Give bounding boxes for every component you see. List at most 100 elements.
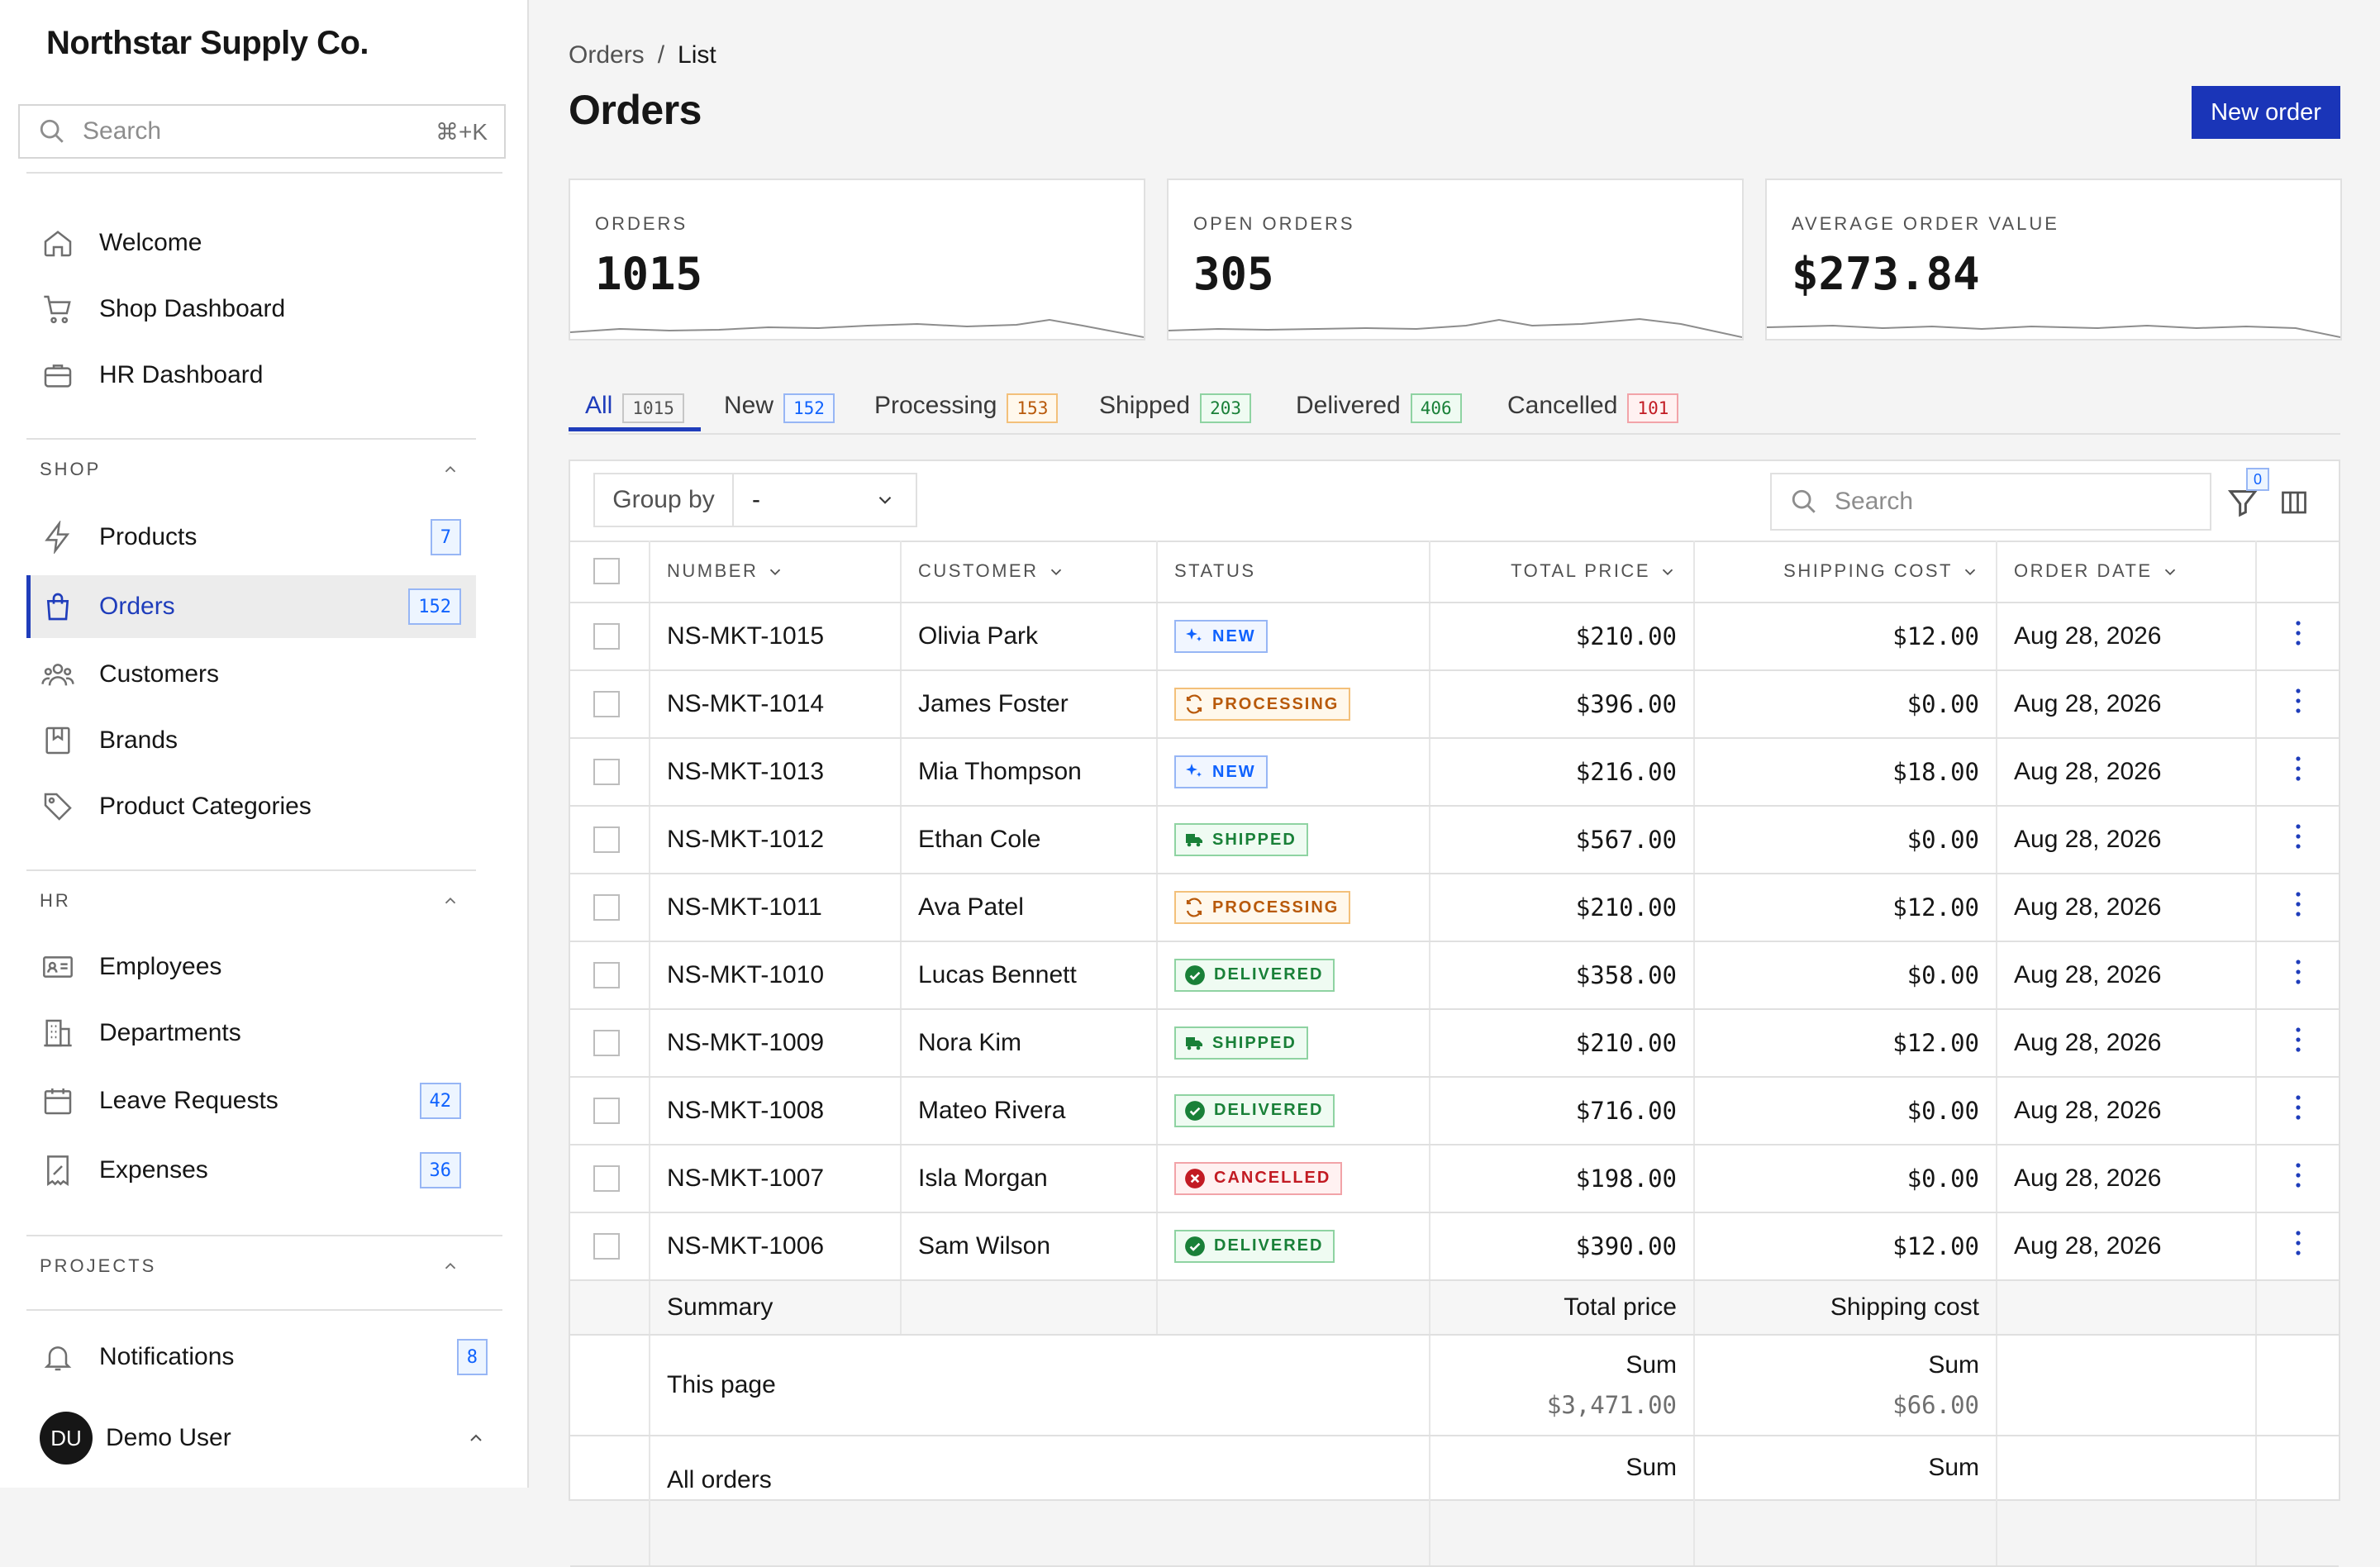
more-vertical-icon[interactable] — [2294, 1026, 2302, 1054]
order-number[interactable]: NS-MKT-1011 — [650, 874, 902, 942]
sidebar-item-orders[interactable]: Orders 152 — [26, 575, 476, 638]
column-header-customer[interactable]: CUSTOMER — [901, 541, 1158, 603]
row-actions-cell — [2256, 603, 2339, 671]
tab-processing[interactable]: Processing 153 — [874, 380, 1059, 431]
section-shop-header[interactable]: SHOP — [40, 453, 459, 486]
order-number[interactable]: NS-MKT-1014 — [650, 670, 902, 739]
sidebar-item-customers[interactable]: Customers — [26, 643, 476, 706]
table-row[interactable]: NS-MKT-1011 Ava Patel PROCESSING $210.00 $12… — [570, 874, 2339, 942]
user-menu[interactable]: DU Demo User — [40, 1412, 486, 1465]
row-checkbox[interactable] — [593, 1165, 620, 1192]
order-number[interactable]: NS-MKT-1007 — [650, 1145, 902, 1213]
sidebar-search[interactable]: Search ⌘+K — [18, 104, 506, 159]
chevron-up-icon — [445, 465, 456, 473]
section-hr-header[interactable]: HR — [40, 884, 459, 917]
filter-icon[interactable] — [2226, 486, 2259, 519]
row-checkbox[interactable] — [593, 1098, 620, 1124]
more-vertical-icon[interactable] — [2294, 1229, 2302, 1257]
status-cell: SHIPPED — [1157, 1009, 1430, 1078]
row-checkbox[interactable] — [593, 623, 620, 650]
user-name: Demo User — [106, 1424, 231, 1451]
row-checkbox[interactable] — [593, 962, 620, 988]
more-vertical-icon[interactable] — [2294, 619, 2302, 647]
table-row[interactable]: NS-MKT-1006 Sam Wilson DELIVERED $390.00 $12… — [570, 1212, 2339, 1281]
sidebar-item-hr-dashboard[interactable]: HR Dashboard — [26, 344, 476, 407]
sidebar-item-employees[interactable]: Employees — [26, 936, 476, 998]
sidebar-item-shop-dashboard[interactable]: Shop Dashboard — [26, 278, 476, 341]
status-cell: SHIPPED — [1157, 806, 1430, 874]
more-vertical-icon[interactable] — [2294, 755, 2302, 783]
sidebar-item-leave-requests[interactable]: Leave Requests 42 — [26, 1069, 476, 1132]
order-number[interactable]: NS-MKT-1006 — [650, 1212, 902, 1281]
order-number[interactable]: NS-MKT-1013 — [650, 738, 902, 807]
order-number[interactable]: NS-MKT-1010 — [650, 941, 902, 1010]
customer-name: Sam Wilson — [901, 1212, 1158, 1281]
order-date: Aug 28, 2026 — [1997, 603, 2257, 671]
order-number[interactable]: NS-MKT-1012 — [650, 806, 902, 874]
column-header-number[interactable]: NUMBER — [650, 541, 902, 603]
table-row[interactable]: NS-MKT-1008 Mateo Rivera DELIVERED $716.00 $… — [570, 1077, 2339, 1145]
order-number[interactable]: NS-MKT-1009 — [650, 1009, 902, 1078]
sidebar-item-welcome[interactable]: Welcome — [26, 212, 476, 274]
table-row[interactable]: NS-MKT-1007 Isla Morgan CANCELLED $198.00 $0… — [570, 1145, 2339, 1213]
section-projects-header[interactable]: PROJECTS — [40, 1250, 459, 1283]
tab-shipped[interactable]: Shipped 203 — [1099, 380, 1252, 431]
more-vertical-icon[interactable] — [2294, 687, 2302, 715]
columns-icon[interactable] — [2279, 488, 2309, 517]
row-checkbox[interactable] — [593, 759, 620, 785]
column-header-label: TOTAL PRICE — [1511, 560, 1650, 581]
tab-all[interactable]: All 1015 — [569, 380, 701, 431]
more-vertical-icon[interactable] — [2294, 958, 2302, 986]
section-title: HR — [40, 890, 71, 911]
row-checkbox[interactable] — [593, 691, 620, 717]
sidebar-item-departments[interactable]: Departments — [26, 1002, 476, 1065]
tab-cancelled[interactable]: Cancelled 101 — [1507, 380, 1679, 431]
order-number[interactable]: NS-MKT-1015 — [650, 603, 902, 671]
column-header-total-price[interactable]: TOTAL PRICE — [1430, 541, 1695, 603]
order-number[interactable]: NS-MKT-1008 — [650, 1077, 902, 1145]
breadcrumb-item-orders[interactable]: Orders — [569, 41, 645, 69]
shipping-cost: $18.00 — [1694, 738, 1997, 807]
table-row[interactable]: NS-MKT-1014 James Foster PROCESSING $396.00… — [570, 670, 2339, 739]
table-row[interactable]: NS-MKT-1013 Mia Thompson NEW $216.00 $18.00 A… — [570, 738, 2339, 807]
column-header-order-date[interactable]: ORDER DATE — [1997, 541, 2257, 603]
sidebar-item-notifications[interactable]: Notifications 8 — [26, 1326, 502, 1388]
row-select-cell — [570, 738, 650, 807]
sidebar-item-products[interactable]: Products 7 — [26, 506, 476, 569]
status-cell: NEW — [1157, 738, 1430, 807]
stat-card-average-order-value: AVERAGE ORDER VALUE $273.84 — [1765, 179, 2342, 341]
sidebar-item-brands[interactable]: Brands — [26, 709, 476, 772]
more-vertical-icon[interactable] — [2294, 822, 2302, 850]
new-order-button[interactable]: New order — [2192, 86, 2340, 139]
table-cell — [1997, 1280, 2257, 1336]
row-checkbox[interactable] — [593, 1233, 620, 1260]
truck-icon — [1184, 830, 1212, 850]
column-header-shipping-cost[interactable]: SHIPPING COST — [1694, 541, 1997, 603]
sidebar-item-product-categories[interactable]: Product Categories — [26, 775, 476, 838]
row-select-cell — [570, 806, 650, 874]
row-checkbox[interactable] — [593, 826, 620, 853]
select-all-checkbox[interactable] — [593, 558, 620, 584]
table-row[interactable]: NS-MKT-1009 Nora Kim SHIPPED $210.00 $12.00 A… — [570, 1009, 2339, 1078]
table-row[interactable]: NS-MKT-1012 Ethan Cole SHIPPED $567.00 $0.00… — [570, 806, 2339, 874]
row-checkbox[interactable] — [593, 1030, 620, 1056]
tab-delivered[interactable]: Delivered 406 — [1296, 380, 1462, 431]
table-search-input[interactable]: Search — [1770, 473, 2211, 531]
breadcrumb-item-list: List — [678, 41, 716, 69]
group-by-select[interactable]: - — [734, 474, 916, 526]
total-price: $358.00 — [1430, 941, 1695, 1010]
table-row[interactable]: NS-MKT-1015 Olivia Park NEW $210.00 $12.00 Au… — [570, 603, 2339, 671]
tab-new[interactable]: New 152 — [724, 380, 835, 431]
row-actions-cell — [2256, 1077, 2339, 1145]
table-row[interactable]: NS-MKT-1010 Lucas Bennett DELIVERED $358.00… — [570, 941, 2339, 1010]
chevron-down-icon — [878, 496, 892, 504]
more-vertical-icon[interactable] — [2294, 1161, 2302, 1189]
sidebar-item-expenses[interactable]: Expenses 36 — [26, 1139, 476, 1202]
receipt-icon — [41, 1154, 74, 1187]
row-checkbox[interactable] — [593, 894, 620, 921]
status-label: DELIVERED — [1214, 1236, 1324, 1255]
more-vertical-icon[interactable] — [2294, 890, 2302, 918]
shipping-cost: $12.00 — [1694, 1009, 1997, 1078]
more-vertical-icon[interactable] — [2294, 1093, 2302, 1122]
tab-label: All — [585, 392, 613, 419]
